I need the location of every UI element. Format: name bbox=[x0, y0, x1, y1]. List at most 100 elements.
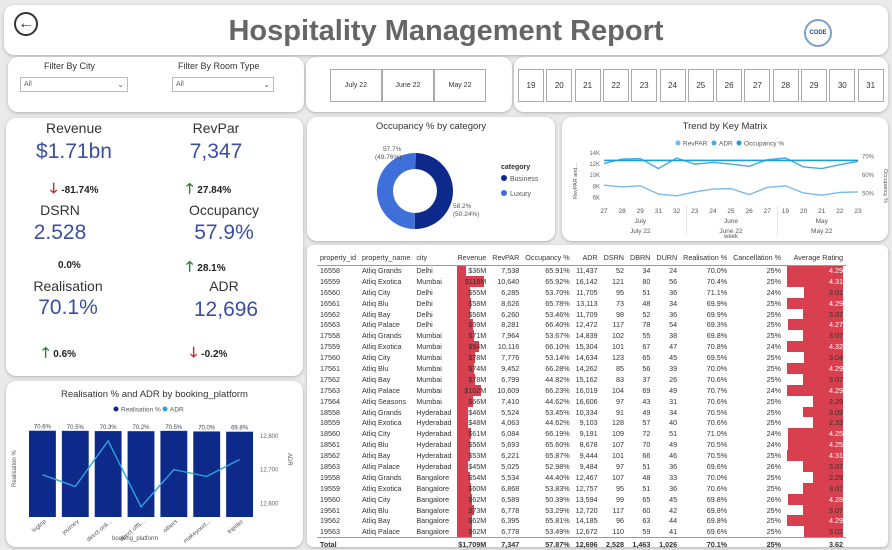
revenue-cell: $74M bbox=[454, 363, 489, 374]
day-slicer-item[interactable]: 20 bbox=[546, 69, 573, 102]
month-slicer-item[interactable]: May 22 bbox=[434, 69, 486, 102]
trend-group-label: July bbox=[635, 218, 647, 225]
dbrn-cell: 66 bbox=[642, 451, 651, 461]
arrow-down-icon: 🡓 bbox=[190, 344, 198, 360]
realisation-bar[interactable] bbox=[160, 430, 188, 517]
trend-x-tick: 31 bbox=[655, 208, 663, 215]
total-cell: 12,696 bbox=[572, 536, 601, 550]
table-row[interactable]: 17563 Atliq Palace Mumbai $102M 10,609 66.23%… bbox=[317, 384, 846, 396]
column-header[interactable]: city bbox=[413, 251, 455, 266]
month-slicer-item[interactable]: July 22 bbox=[330, 69, 382, 102]
day-slicer-item[interactable]: 31 bbox=[857, 69, 884, 102]
table-row[interactable]: 17559 Atliq Exotica Mumbai $94M 10,116 66.10%… bbox=[317, 341, 846, 353]
day-slicer-item[interactable]: 23 bbox=[631, 69, 658, 102]
table-row[interactable]: 18562 Atliq Bay Hyderabad $53M 6,221 65.87% 9,… bbox=[317, 450, 846, 462]
table-row[interactable]: 16558 Atliq Grands Delhi $36M 7,538 65.91% 11,… bbox=[317, 265, 846, 277]
table-row[interactable]: 19561 Atliq Blu Bangalore $73M 6,778 53.29% 12… bbox=[317, 504, 846, 516]
donut-slice-luxury[interactable] bbox=[377, 153, 416, 229]
realisation-cell: 70.5% bbox=[706, 407, 728, 417]
table-row[interactable]: 17560 Atliq City Mumbai $78M 7,776 53.14% 14,6… bbox=[317, 352, 846, 364]
city-filter-dropdown[interactable]: All ⌄ bbox=[20, 77, 128, 92]
day-slicer-item[interactable]: 30 bbox=[829, 69, 856, 102]
table-row[interactable]: 19558 Atliq Grands Bangalore $54M 5,534 44.40… bbox=[317, 471, 846, 483]
table-row[interactable]: 17558 Atliq Grands Mumbai $71M 7,964 53.67% 14… bbox=[317, 330, 846, 342]
column-header[interactable]: Average Rating bbox=[784, 251, 847, 266]
table-row[interactable]: 16560 Atliq City Delhi $55M 6,285 53.70% 11,70… bbox=[317, 286, 846, 298]
donut-slice-business[interactable] bbox=[414, 153, 454, 229]
table-row[interactable]: 18558 Atliq Grands Hyderabad $46M 5,524 53.45… bbox=[317, 406, 846, 418]
rating-cell: 4.25 bbox=[784, 439, 846, 451]
table-row[interactable]: 17561 Atliq Blu Mumbai $74M 9,452 66.28% 14,26… bbox=[317, 363, 846, 374]
column-header[interactable]: DURN bbox=[653, 251, 681, 266]
month-slicer-item[interactable]: June 22 bbox=[382, 69, 434, 102]
adr-line[interactable] bbox=[42, 439, 240, 509]
platform-label: others bbox=[163, 519, 180, 534]
day-slicer-item[interactable]: 24 bbox=[659, 69, 686, 102]
realisation-bar[interactable] bbox=[226, 431, 253, 517]
table-row[interactable]: 18563 Atliq Palace Hyderabad $45M 5,025 52.98… bbox=[317, 461, 846, 472]
table-row[interactable]: 16561 Atliq Blu Delhi $58M 8,626 65.78% 13,113… bbox=[317, 297, 846, 309]
property-id-cell: 17562 bbox=[320, 374, 340, 384]
realisation-right-tick: 12,600 bbox=[260, 501, 279, 507]
table-row[interactable]: 16562 Atliq Bay Delhi $56M 6,260 53.46% 11,709… bbox=[317, 308, 846, 320]
total-cell: 1,463 bbox=[627, 536, 654, 550]
column-header[interactable]: RevPAR bbox=[489, 251, 523, 266]
realisation-cell: 71.1% bbox=[706, 287, 728, 297]
adr-cell: 11,709 bbox=[576, 309, 598, 319]
table-row[interactable]: 19562 Atliq Bay Bangalore $62M 6,395 65.81% 14… bbox=[317, 515, 846, 527]
revpar-cell: 9,452 bbox=[501, 363, 520, 373]
room-type-filter-dropdown[interactable]: All ⌄ bbox=[172, 77, 274, 92]
day-slicer-item[interactable]: 26 bbox=[716, 69, 743, 102]
day-slicer-item[interactable]: 29 bbox=[801, 69, 827, 102]
table-row[interactable]: 19560 Atliq City Bangalore $62M 6,589 50.39% 1… bbox=[317, 493, 846, 505]
day-slicer-item[interactable]: 21 bbox=[574, 69, 601, 102]
table-row[interactable]: 16563 Atliq Palace Delhi $69M 8,281 66.40% 12,… bbox=[317, 319, 846, 331]
column-header[interactable]: Realisation % bbox=[680, 251, 731, 266]
table-row[interactable]: 18559 Atliq Exotica Hyderabad $48M 4,063 44.6… bbox=[317, 417, 846, 429]
column-header[interactable]: ADR bbox=[572, 251, 601, 266]
realisation-right-tick: 12,800 bbox=[260, 434, 279, 440]
table-row[interactable]: 16559 Atliq Exotica Mumbai $118M 10,640 65.92… bbox=[317, 275, 846, 287]
legend-luxury-swatch bbox=[501, 190, 507, 196]
table-row[interactable]: 19563 Atliq Palace Bangalore $62M 6,778 53.49… bbox=[317, 526, 846, 538]
column-header[interactable]: property_name bbox=[358, 251, 414, 266]
column-header[interactable]: Occupancy % bbox=[522, 251, 573, 266]
realisation-bar-label: 70.5% bbox=[67, 425, 85, 431]
trend-line-adr[interactable] bbox=[603, 157, 859, 170]
revpar-cell: 7,410 bbox=[501, 396, 520, 406]
durn-cell: 36 bbox=[669, 483, 678, 493]
occupancy-label: Occupancy bbox=[188, 202, 260, 218]
table-row[interactable]: 18560 Atliq City Hyderabad $61M 6,084 66.19% 9… bbox=[317, 428, 846, 440]
realisation-bar[interactable] bbox=[94, 431, 122, 517]
day-slicer-item[interactable]: 27 bbox=[744, 69, 771, 102]
dsrn-cell: 117 bbox=[612, 320, 624, 330]
day-slicer-item[interactable]: 28 bbox=[772, 69, 799, 102]
column-header[interactable]: DBRN bbox=[627, 251, 654, 266]
realisation-bar[interactable] bbox=[127, 431, 155, 517]
durn-cell: 33 bbox=[669, 472, 678, 482]
property-name-cell: Atliq Palace bbox=[361, 527, 400, 537]
realisation-bar[interactable] bbox=[29, 430, 56, 517]
column-header[interactable]: property_id bbox=[317, 251, 359, 266]
city-filter-value: All bbox=[24, 81, 32, 88]
rating-cell: 4.31 bbox=[784, 450, 846, 462]
column-header[interactable]: DSRN bbox=[600, 251, 627, 266]
table-row[interactable]: 17564 Atliq Seasons Mumbai $66M 7,410 44.62% 1… bbox=[317, 395, 846, 407]
column-header[interactable]: Cancellation % bbox=[730, 251, 785, 266]
realisation-ylabel-left: Realisation % bbox=[12, 450, 18, 487]
day-slicer-item[interactable]: 22 bbox=[602, 69, 629, 102]
realisation-xlabel: booking_platform bbox=[112, 536, 158, 542]
day-slicer-item[interactable]: 19 bbox=[518, 69, 544, 102]
day-slicer-item[interactable]: 25 bbox=[687, 69, 714, 102]
back-arrow-icon[interactable]: ← bbox=[14, 12, 38, 36]
occupancy-cell: 53.29% bbox=[545, 505, 570, 515]
dsrn-cell: 85 bbox=[616, 363, 624, 373]
table-row[interactable]: 17562 Atliq Bay Mumbai $78M 6,799 44.82% 15,16… bbox=[317, 373, 846, 385]
platform-label: direct onli... bbox=[86, 519, 114, 544]
revenue-cell: $36M bbox=[454, 265, 489, 277]
table-row[interactable]: 18561 Atliq Blu Hyderabad $56M 5,693 65.60% 8,… bbox=[317, 439, 846, 451]
table-row[interactable]: 19559 Atliq Exotica Bangalore $60M 6,868 53.8… bbox=[317, 482, 846, 494]
revenue-cell: $78M bbox=[454, 352, 489, 364]
column-header[interactable]: Revenue bbox=[454, 251, 490, 266]
trend-line-revpar[interactable] bbox=[603, 184, 859, 197]
